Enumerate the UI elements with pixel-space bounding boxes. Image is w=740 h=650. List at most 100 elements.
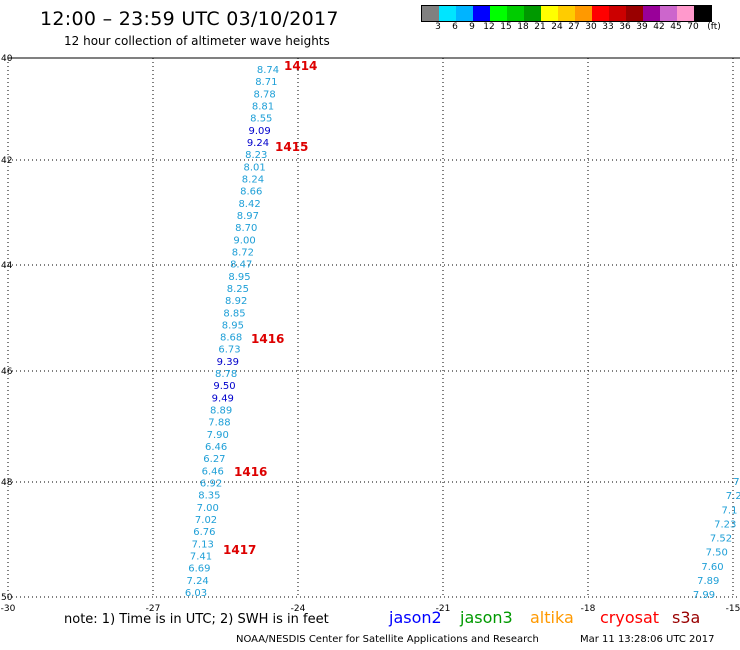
wave-height-value: 7.2 — [726, 491, 740, 502]
wave-height-value: 7.88 — [208, 418, 230, 429]
satellite-tracks: 8.748.718.788.818.559.099.248.238.018.24… — [185, 59, 740, 601]
orbit-number-label: 1416 — [234, 465, 267, 479]
longitude-label: -30 — [1, 604, 16, 614]
orbit-number-label: 1414 — [284, 59, 317, 73]
wave-height-value: 8.70 — [235, 223, 257, 234]
colorbar-tick-label: 9 — [469, 22, 475, 32]
wave-height-value: 8.23 — [245, 150, 267, 161]
wave-height-value: 7.60 — [701, 562, 723, 573]
latitude-label: 46 — [1, 367, 13, 377]
map-grid — [7, 57, 740, 598]
wave-height-value: 8.42 — [238, 199, 260, 210]
legend-s3a: s3a — [672, 608, 701, 627]
latitude-label: 48 — [1, 478, 13, 488]
colorbar-swatch — [473, 6, 490, 21]
colorbar-swatch — [524, 6, 541, 21]
wave-height-value: 7.23 — [714, 519, 736, 530]
legend-altika: altika — [530, 608, 574, 627]
wave-height-value: 9.49 — [212, 393, 234, 404]
wave-height-value: 9.39 — [217, 357, 239, 368]
colorbar-unit: (ft) — [707, 22, 721, 32]
wave-height-value: 8.35 — [198, 491, 220, 502]
map-title: 12:00 – 23:59 UTC 03/10/2017 — [40, 8, 339, 30]
wave-height-value: 8.78 — [215, 369, 237, 380]
wave-height-value: 8.78 — [254, 89, 276, 100]
wave-height-value: 7.1 — [722, 505, 738, 516]
wave-height-colorbar — [421, 5, 712, 22]
colorbar-swatch — [609, 6, 626, 21]
wave-height-value: 8.66 — [240, 187, 262, 198]
wave-height-value: 9.24 — [247, 138, 269, 149]
latitude-label: 44 — [1, 261, 13, 271]
colorbar-swatch — [677, 6, 694, 21]
longitude-label: -18 — [581, 604, 596, 614]
colorbar-tick-label: 21 — [534, 22, 546, 32]
wave-height-value: 7.89 — [697, 576, 719, 587]
wave-height-value: 7. — [733, 477, 740, 488]
wave-height-value: 8.71 — [255, 77, 277, 88]
colorbar-swatch — [643, 6, 660, 21]
colorbar-tick-label: 27 — [568, 22, 580, 32]
axis-labels: 40 42 44 46 48 50-30 -27 -24 -21 -18 -15 — [1, 54, 740, 614]
wave-height-value: 8.95 — [222, 320, 244, 331]
colorbar-swatch — [507, 6, 524, 21]
colorbar-tick-label: 36 — [619, 22, 631, 32]
wave-height-value: 8.25 — [227, 284, 249, 295]
colorbar-swatch — [456, 6, 473, 21]
wave-height-value: 8.95 — [228, 272, 250, 283]
longitude-label: -15 — [726, 604, 740, 614]
wave-height-value: 8.24 — [242, 174, 264, 185]
wave-height-value: 9.50 — [213, 381, 235, 392]
wave-height-value: 8.55 — [250, 114, 272, 125]
latitude-label: 40 — [1, 54, 13, 64]
legend-jason2: jason2 — [389, 608, 442, 627]
wave-height-value: 7.52 — [710, 534, 732, 545]
wave-height-value: 8.47 — [230, 260, 252, 271]
wave-height-value: 7.00 — [197, 503, 219, 514]
longitude-label: -21 — [436, 604, 451, 614]
wave-height-value: 8.01 — [243, 162, 265, 173]
latitude-label: 50 — [1, 593, 13, 603]
colorbar-tick-label: 30 — [585, 22, 597, 32]
wave-height-value: 6.27 — [203, 454, 225, 465]
wave-height-value: 6.73 — [218, 345, 240, 356]
colorbar-swatch — [660, 6, 677, 21]
colorbar-tick-label: 33 — [602, 22, 614, 32]
orbit-number-label: 1417 — [223, 543, 256, 557]
wave-height-value: 8.97 — [237, 211, 259, 222]
orbit-number-label: 1415 — [275, 140, 308, 154]
wave-height-value: 9.09 — [248, 126, 270, 137]
wave-height-value: 7.41 — [190, 552, 212, 563]
wave-height-value: 6.92 — [200, 479, 222, 490]
latitude-label: 42 — [1, 156, 12, 166]
orbit-number-label: 1416 — [251, 332, 284, 346]
colorbar-swatch — [592, 6, 609, 21]
map-subtitle: 12 hour collection of altimeter wave hei… — [64, 34, 330, 48]
wave-height-value: 9.00 — [233, 235, 255, 246]
wave-height-value: 7.02 — [195, 515, 217, 526]
wave-height-value: 8.81 — [252, 101, 274, 112]
colorbar-swatch — [575, 6, 592, 21]
colorbar-swatch — [558, 6, 575, 21]
wave-height-value: 8.89 — [210, 406, 232, 417]
colorbar-swatch — [422, 6, 439, 21]
colorbar-tick-label: 70 — [687, 22, 699, 32]
wave-height-value: 7.90 — [207, 430, 229, 441]
colorbar-swatch — [541, 6, 558, 21]
colorbar-tick-label: 24 — [551, 22, 563, 32]
wave-height-value: 6.46 — [202, 466, 224, 477]
legend-cryosat: cryosat — [600, 608, 660, 627]
colorbar-swatch — [439, 6, 456, 21]
colorbar-tick-label: 15 — [500, 22, 512, 32]
colorbar-swatch — [626, 6, 643, 21]
wave-height-value: 8.72 — [232, 247, 254, 258]
longitude-label: -27 — [146, 604, 161, 614]
credit-text: NOAA/NESDIS Center for Satellite Applica… — [236, 634, 539, 645]
colorbar-tick-label: 42 — [653, 22, 665, 32]
colorbar-swatch — [694, 6, 711, 21]
colorbar-swatch — [490, 6, 507, 21]
wave-height-value: 8.68 — [220, 333, 242, 344]
colorbar-tick-label: 3 — [435, 22, 441, 32]
colorbar-tick-label: 12 — [483, 22, 495, 32]
